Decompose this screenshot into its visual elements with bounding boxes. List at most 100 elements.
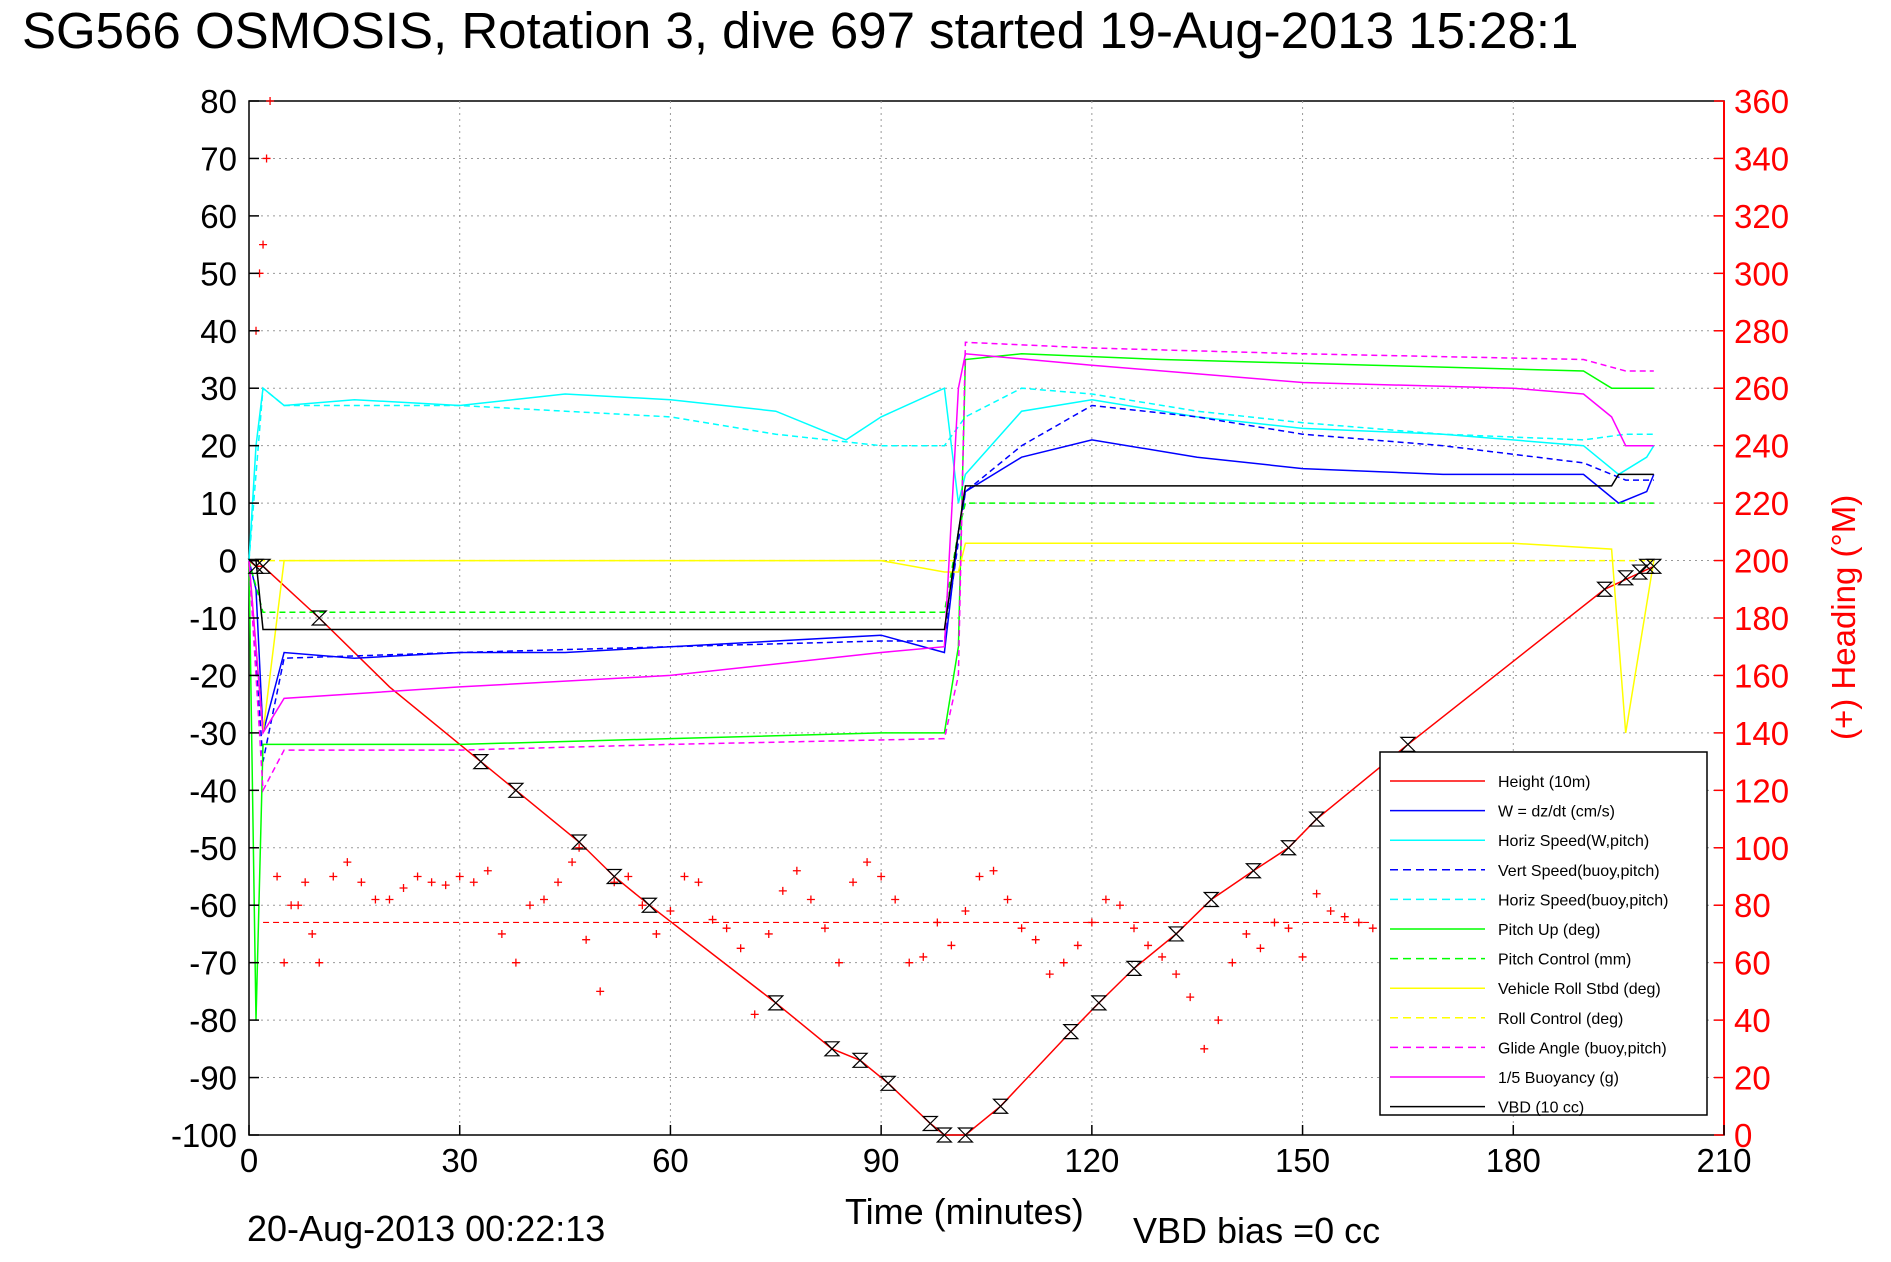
hourglass-marker	[851, 1052, 869, 1068]
heading-point	[835, 958, 843, 967]
heading-point	[1186, 993, 1195, 1002]
heading-point	[792, 866, 801, 875]
y-tick-label-right: 120	[1734, 772, 1789, 809]
y-tick-label-right: 40	[1734, 1002, 1771, 1039]
heading-point	[1144, 941, 1153, 950]
legend-label: Glide Angle (buoy,pitch)	[1498, 1040, 1667, 1057]
y-tick-label-left: -30	[189, 715, 237, 752]
y-axis-right-ticks: 3603403203002802602402202001801601401201…	[1714, 83, 1789, 1154]
heading-point	[575, 843, 584, 852]
hourglass-marker	[1308, 811, 1326, 827]
heading-point	[891, 895, 900, 904]
hourglass-marker	[1062, 1023, 1080, 1040]
legend-label: VBD (10 cc)	[1498, 1100, 1584, 1117]
heading-point	[385, 895, 394, 904]
y-tick-label-left: 70	[200, 140, 237, 177]
heading-scatter	[252, 97, 1377, 1053]
heading-point	[483, 866, 492, 875]
legend-box	[1379, 751, 1708, 1116]
y-axis-right-label: (+) Heading (°M)	[1825, 495, 1862, 740]
heading-point	[1340, 912, 1349, 921]
legend-label: Vert Speed(buoy,pitch)	[1498, 863, 1660, 880]
series-line	[248, 353, 1654, 1021]
heading-point	[820, 924, 829, 933]
hourglass-marker	[605, 868, 623, 885]
hourglass-marker	[1167, 926, 1185, 942]
heading-point	[413, 872, 422, 881]
series-line	[248, 502, 1654, 614]
heading-point	[427, 878, 436, 887]
heading-point	[638, 901, 647, 910]
heading-point	[308, 929, 317, 938]
y-tick-label-left: -100	[171, 1117, 237, 1154]
hourglass-marker	[640, 897, 658, 913]
y-tick-label-left: 0	[219, 543, 237, 580]
y-tick-label-right: 80	[1734, 887, 1771, 924]
y-tick-label-left: -50	[189, 830, 237, 867]
heading-point	[287, 901, 296, 910]
heading-point	[1256, 944, 1265, 953]
heading-point	[259, 240, 268, 249]
hourglass-marker	[935, 1127, 953, 1143]
hourglass-marker	[507, 782, 525, 798]
heading-point	[554, 878, 563, 887]
heading-point	[989, 866, 998, 875]
y-tick-label-left: 20	[200, 428, 237, 465]
heading-point	[329, 872, 338, 881]
heading-point	[525, 901, 534, 910]
series-line	[248, 386, 1654, 561]
hourglass-marker	[254, 558, 272, 574]
hourglass-marker	[823, 1041, 841, 1057]
heading-point	[280, 958, 289, 967]
y-tick-label-left: -60	[189, 887, 237, 924]
heading-point	[722, 924, 731, 933]
heading-point	[1115, 901, 1124, 910]
series-lines	[248, 341, 1655, 1136]
heading-point	[582, 935, 591, 944]
heading-point	[1101, 895, 1110, 904]
heading-point	[666, 906, 675, 915]
heading-point	[1214, 1016, 1223, 1025]
heading-point	[568, 858, 577, 867]
x-tick-label: 90	[863, 1142, 900, 1179]
heading-point	[441, 881, 450, 890]
series-line	[249, 473, 1654, 631]
heading-point	[262, 154, 271, 163]
y-tick-label-left: -80	[189, 1002, 237, 1039]
hourglass-marker	[1280, 840, 1297, 856]
hourglass-marker	[1244, 863, 1262, 879]
heading-point	[1031, 935, 1040, 944]
heading-point	[1242, 929, 1251, 938]
heading-point	[357, 878, 366, 887]
heading-point	[961, 906, 970, 915]
hourglass-marker	[472, 754, 490, 770]
footer-timestamp: 20-Aug-2013 00:22:13	[247, 1208, 605, 1249]
series-line	[248, 386, 1655, 561]
heading-point	[1298, 952, 1307, 961]
x-tick-label: 30	[441, 1142, 478, 1179]
legend-label: W = dz/dt (cm/s)	[1498, 804, 1615, 821]
heading-point	[1045, 970, 1054, 979]
heading-point	[1200, 1044, 1209, 1053]
heading-point	[1284, 924, 1293, 933]
hourglass-marker	[1645, 558, 1663, 574]
heading-point	[540, 895, 548, 904]
series-line	[248, 439, 1655, 734]
heading-point	[764, 929, 773, 938]
chart-title: SG566 OSMOSIS, Rotation 3, dive 697 star…	[22, 2, 1578, 59]
heading-point	[1073, 941, 1082, 950]
heading-point	[1368, 924, 1377, 933]
y-tick-label-left: 80	[200, 83, 237, 120]
y-tick-label-left: 40	[200, 313, 237, 350]
heading-point	[1312, 889, 1321, 898]
y-tick-label-right: 60	[1734, 945, 1771, 982]
heading-point	[778, 886, 787, 895]
y-tick-label-right: 320	[1734, 198, 1789, 235]
heading-point	[455, 872, 464, 881]
y-tick-label-right: 180	[1734, 600, 1789, 637]
heading-point	[806, 895, 815, 904]
heading-point	[1130, 924, 1138, 933]
y-tick-label-left: 60	[200, 198, 237, 235]
heading-point	[610, 878, 619, 887]
y-tick-label-right: 360	[1734, 83, 1789, 120]
